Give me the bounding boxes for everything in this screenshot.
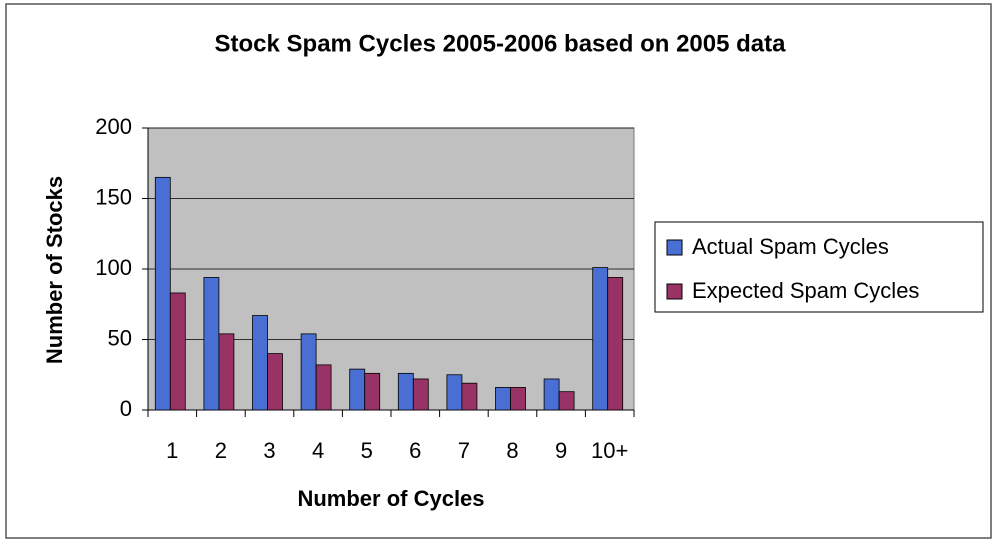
legend-swatch bbox=[666, 283, 683, 300]
bar bbox=[558, 391, 575, 411]
bar bbox=[607, 277, 624, 411]
legend-label: Expected Spam Cycles bbox=[692, 278, 919, 303]
x-tick-label: 3 bbox=[263, 438, 275, 463]
bar bbox=[364, 372, 381, 411]
bar bbox=[154, 176, 171, 411]
x-tick-label: 5 bbox=[361, 438, 373, 463]
x-tick-label: 1 bbox=[166, 438, 178, 463]
y-axis-label: Number of Stocks bbox=[42, 176, 67, 364]
x-tick-label: 8 bbox=[506, 438, 518, 463]
bar bbox=[543, 378, 560, 411]
y-tick-label: 0 bbox=[120, 396, 132, 421]
bar bbox=[267, 353, 283, 411]
bar bbox=[592, 267, 609, 411]
y-tick-label: 150 bbox=[95, 184, 132, 209]
x-tick-label: 10+ bbox=[591, 438, 628, 463]
bar bbox=[218, 333, 235, 411]
bar bbox=[203, 277, 220, 411]
x-tick-label: 2 bbox=[215, 438, 227, 463]
bar bbox=[300, 333, 317, 411]
x-tick-label: 4 bbox=[312, 438, 324, 463]
x-tick-label: 7 bbox=[458, 438, 470, 463]
bar bbox=[349, 368, 366, 411]
legend-box bbox=[654, 221, 984, 313]
y-tick-label: 100 bbox=[95, 255, 132, 280]
bar bbox=[315, 364, 332, 411]
bar bbox=[495, 387, 511, 411]
y-tick-label: 200 bbox=[95, 114, 132, 139]
bar bbox=[446, 374, 463, 411]
x-tick-label: 6 bbox=[409, 438, 421, 463]
y-tick-label: 50 bbox=[108, 325, 132, 350]
bar bbox=[510, 387, 526, 411]
bar bbox=[461, 382, 478, 411]
legend-swatch bbox=[666, 239, 683, 256]
bar bbox=[412, 378, 429, 411]
legend-label: Actual Spam Cycles bbox=[692, 234, 889, 259]
x-axis-label: Number of Cycles bbox=[297, 486, 484, 511]
x-tick-label: 9 bbox=[555, 438, 567, 463]
bar bbox=[169, 292, 186, 411]
bar bbox=[252, 315, 268, 411]
chart-title: Stock Spam Cycles 2005-2006 based on 200… bbox=[215, 30, 787, 57]
bar bbox=[397, 372, 414, 411]
